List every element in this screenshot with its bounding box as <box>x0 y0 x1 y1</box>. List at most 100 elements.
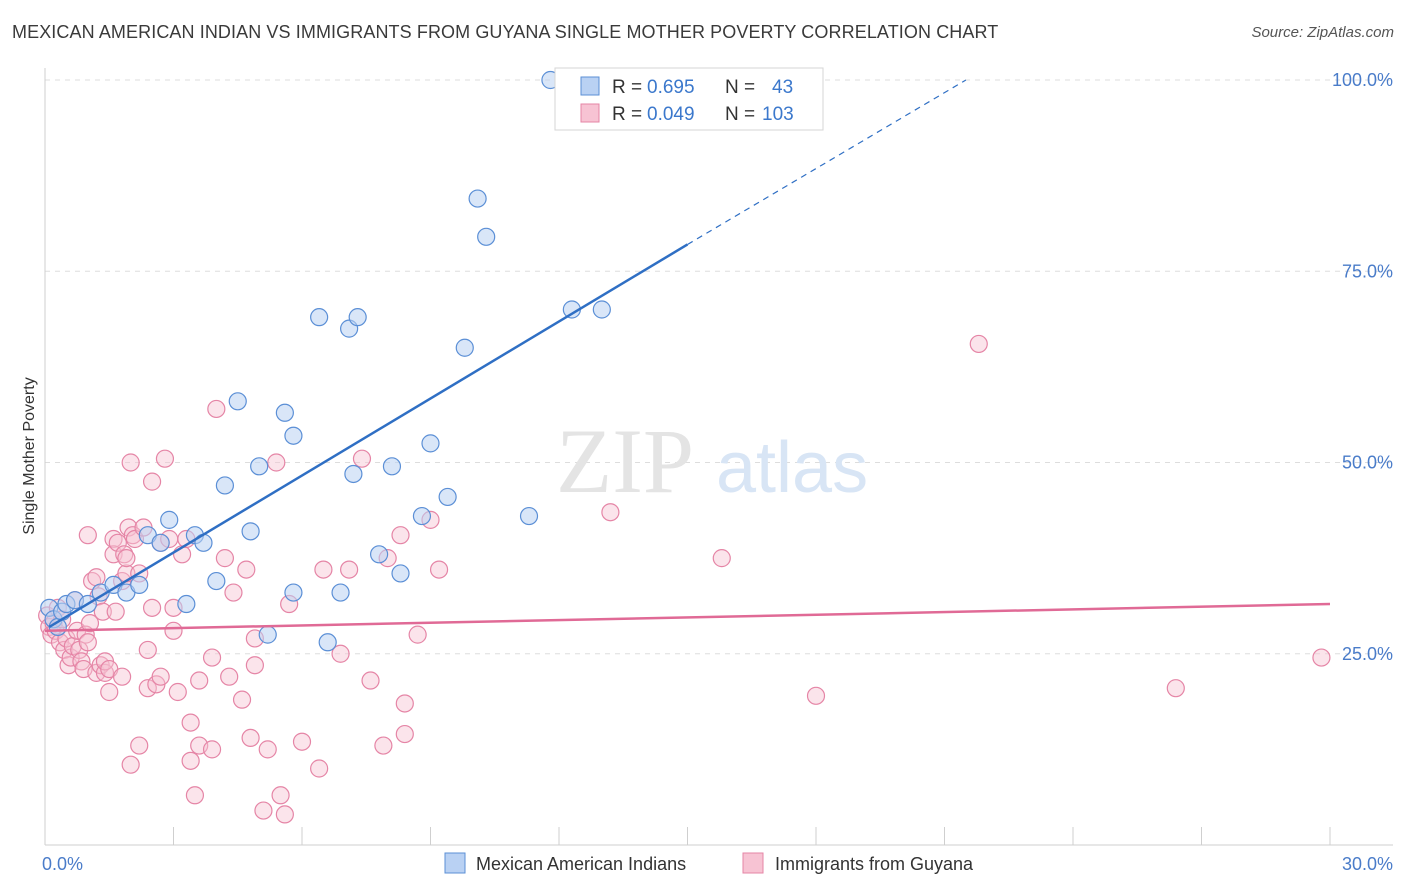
point-mexican <box>241 522 260 541</box>
point-guyana <box>117 549 136 568</box>
y-tick-label: 75.0% <box>1342 261 1393 281</box>
point-guyana <box>245 656 264 675</box>
point-guyana <box>93 602 112 621</box>
point-guyana <box>601 503 620 522</box>
point-mexican <box>130 575 149 595</box>
point-mexican <box>284 426 303 445</box>
point-guyana <box>181 713 200 732</box>
point-guyana <box>142 472 162 491</box>
point-guyana <box>806 686 826 705</box>
point-guyana <box>138 679 157 698</box>
point-guyana <box>395 694 414 713</box>
point-guyana <box>108 533 127 552</box>
point-guyana <box>340 560 359 579</box>
point-mexican <box>228 392 247 411</box>
point-mexican <box>284 583 303 602</box>
point-guyana <box>254 801 273 820</box>
point-mexican <box>177 594 196 614</box>
point-guyana <box>712 549 731 568</box>
x-tick-labels: 0.0% 30.0% <box>42 854 1393 874</box>
point-guyana <box>78 526 97 545</box>
point-mexican <box>592 300 611 319</box>
source-credit: Source: ZipAtlas.com <box>1251 24 1394 41</box>
point-guyana <box>155 449 175 468</box>
point-guyana <box>130 736 149 755</box>
point-guyana <box>374 736 393 755</box>
stats-r-label-1: R = <box>612 77 642 98</box>
point-guyana <box>310 759 329 778</box>
point-guyana <box>292 732 312 751</box>
point-mexican <box>258 625 277 644</box>
point-guyana <box>331 644 350 663</box>
stats-n-value-2: 103 <box>762 104 794 125</box>
watermark-atlas: atlas <box>716 428 868 508</box>
point-guyana <box>100 682 119 702</box>
point-mexican <box>370 545 389 564</box>
point-guyana <box>207 399 226 419</box>
point-guyana <box>202 740 222 759</box>
point-mexican <box>468 189 487 208</box>
stats-n-label-2: N = <box>725 104 755 125</box>
point-mexican <box>438 487 457 507</box>
point-guyana <box>275 805 294 824</box>
point-guyana <box>106 602 125 621</box>
stats-r-value-2: 0.049 <box>647 104 695 125</box>
y-tick-label: 50.0% <box>1342 453 1393 473</box>
point-guyana <box>138 640 157 660</box>
watermark: ZIP atlas <box>556 410 868 512</box>
point-guyana <box>164 621 183 640</box>
y-tick-label: 100.0% <box>1332 70 1393 90</box>
point-guyana <box>408 625 427 644</box>
trend-line-mexican <box>48 243 689 629</box>
point-guyana <box>151 667 170 686</box>
point-guyana <box>361 671 380 690</box>
point-guyana <box>352 449 372 468</box>
point-mexican <box>207 571 226 591</box>
point-guyana <box>258 740 277 759</box>
trend-line-mexican-extension <box>687 79 967 245</box>
axes <box>44 68 1393 846</box>
x-tick-label: 30.0% <box>1342 854 1393 874</box>
watermark-zip: ZIP <box>556 410 694 512</box>
point-guyana <box>429 560 449 579</box>
stats-swatch-blue <box>580 76 600 96</box>
point-guyana <box>1312 648 1331 667</box>
point-guyana <box>121 755 140 774</box>
stats-legend-box <box>554 67 824 131</box>
series-guyana-points <box>38 334 1331 824</box>
point-guyana <box>185 786 205 805</box>
legend-label-guyana: Immigrants from Guyana <box>775 854 974 874</box>
stats-legend: R = 0.695 N = 43 R = 0.049 N = 103 <box>554 67 824 131</box>
point-guyana <box>202 648 222 667</box>
point-mexican <box>455 338 474 357</box>
legend-swatch-mexican <box>444 852 466 874</box>
stats-r-value-1: 0.695 <box>647 77 695 98</box>
stats-r-label-2: R = <box>612 104 642 125</box>
y-axis-label: Single Mother Poverty <box>21 377 38 534</box>
point-guyana <box>190 671 209 690</box>
point-guyana <box>391 526 410 545</box>
x-tick-label: 0.0% <box>42 854 83 874</box>
legend-label-mexican: Mexican American Indians <box>476 854 686 874</box>
point-mexican <box>519 506 539 526</box>
y-tick-labels: 25.0% 50.0% 75.0% 100.0% <box>1332 70 1393 664</box>
point-mexican <box>477 227 496 246</box>
point-guyana <box>121 453 140 472</box>
point-guyana <box>220 667 239 686</box>
point-guyana <box>215 549 234 568</box>
point-mexican <box>348 308 367 327</box>
point-guyana <box>87 568 106 587</box>
stats-n-label-1: N = <box>725 77 755 98</box>
series-mexican-points <box>40 70 611 652</box>
point-mexican <box>331 583 350 602</box>
point-guyana <box>112 667 132 686</box>
point-guyana <box>237 560 256 579</box>
stats-swatch-pink <box>580 103 600 123</box>
point-guyana <box>241 728 260 748</box>
y-tick-label: 25.0% <box>1342 644 1393 664</box>
point-mexican <box>310 308 329 327</box>
point-mexican <box>391 564 410 583</box>
chart-title: MEXICAN AMERICAN INDIAN VS IMMIGRANTS FR… <box>12 22 999 42</box>
point-guyana <box>267 453 286 472</box>
